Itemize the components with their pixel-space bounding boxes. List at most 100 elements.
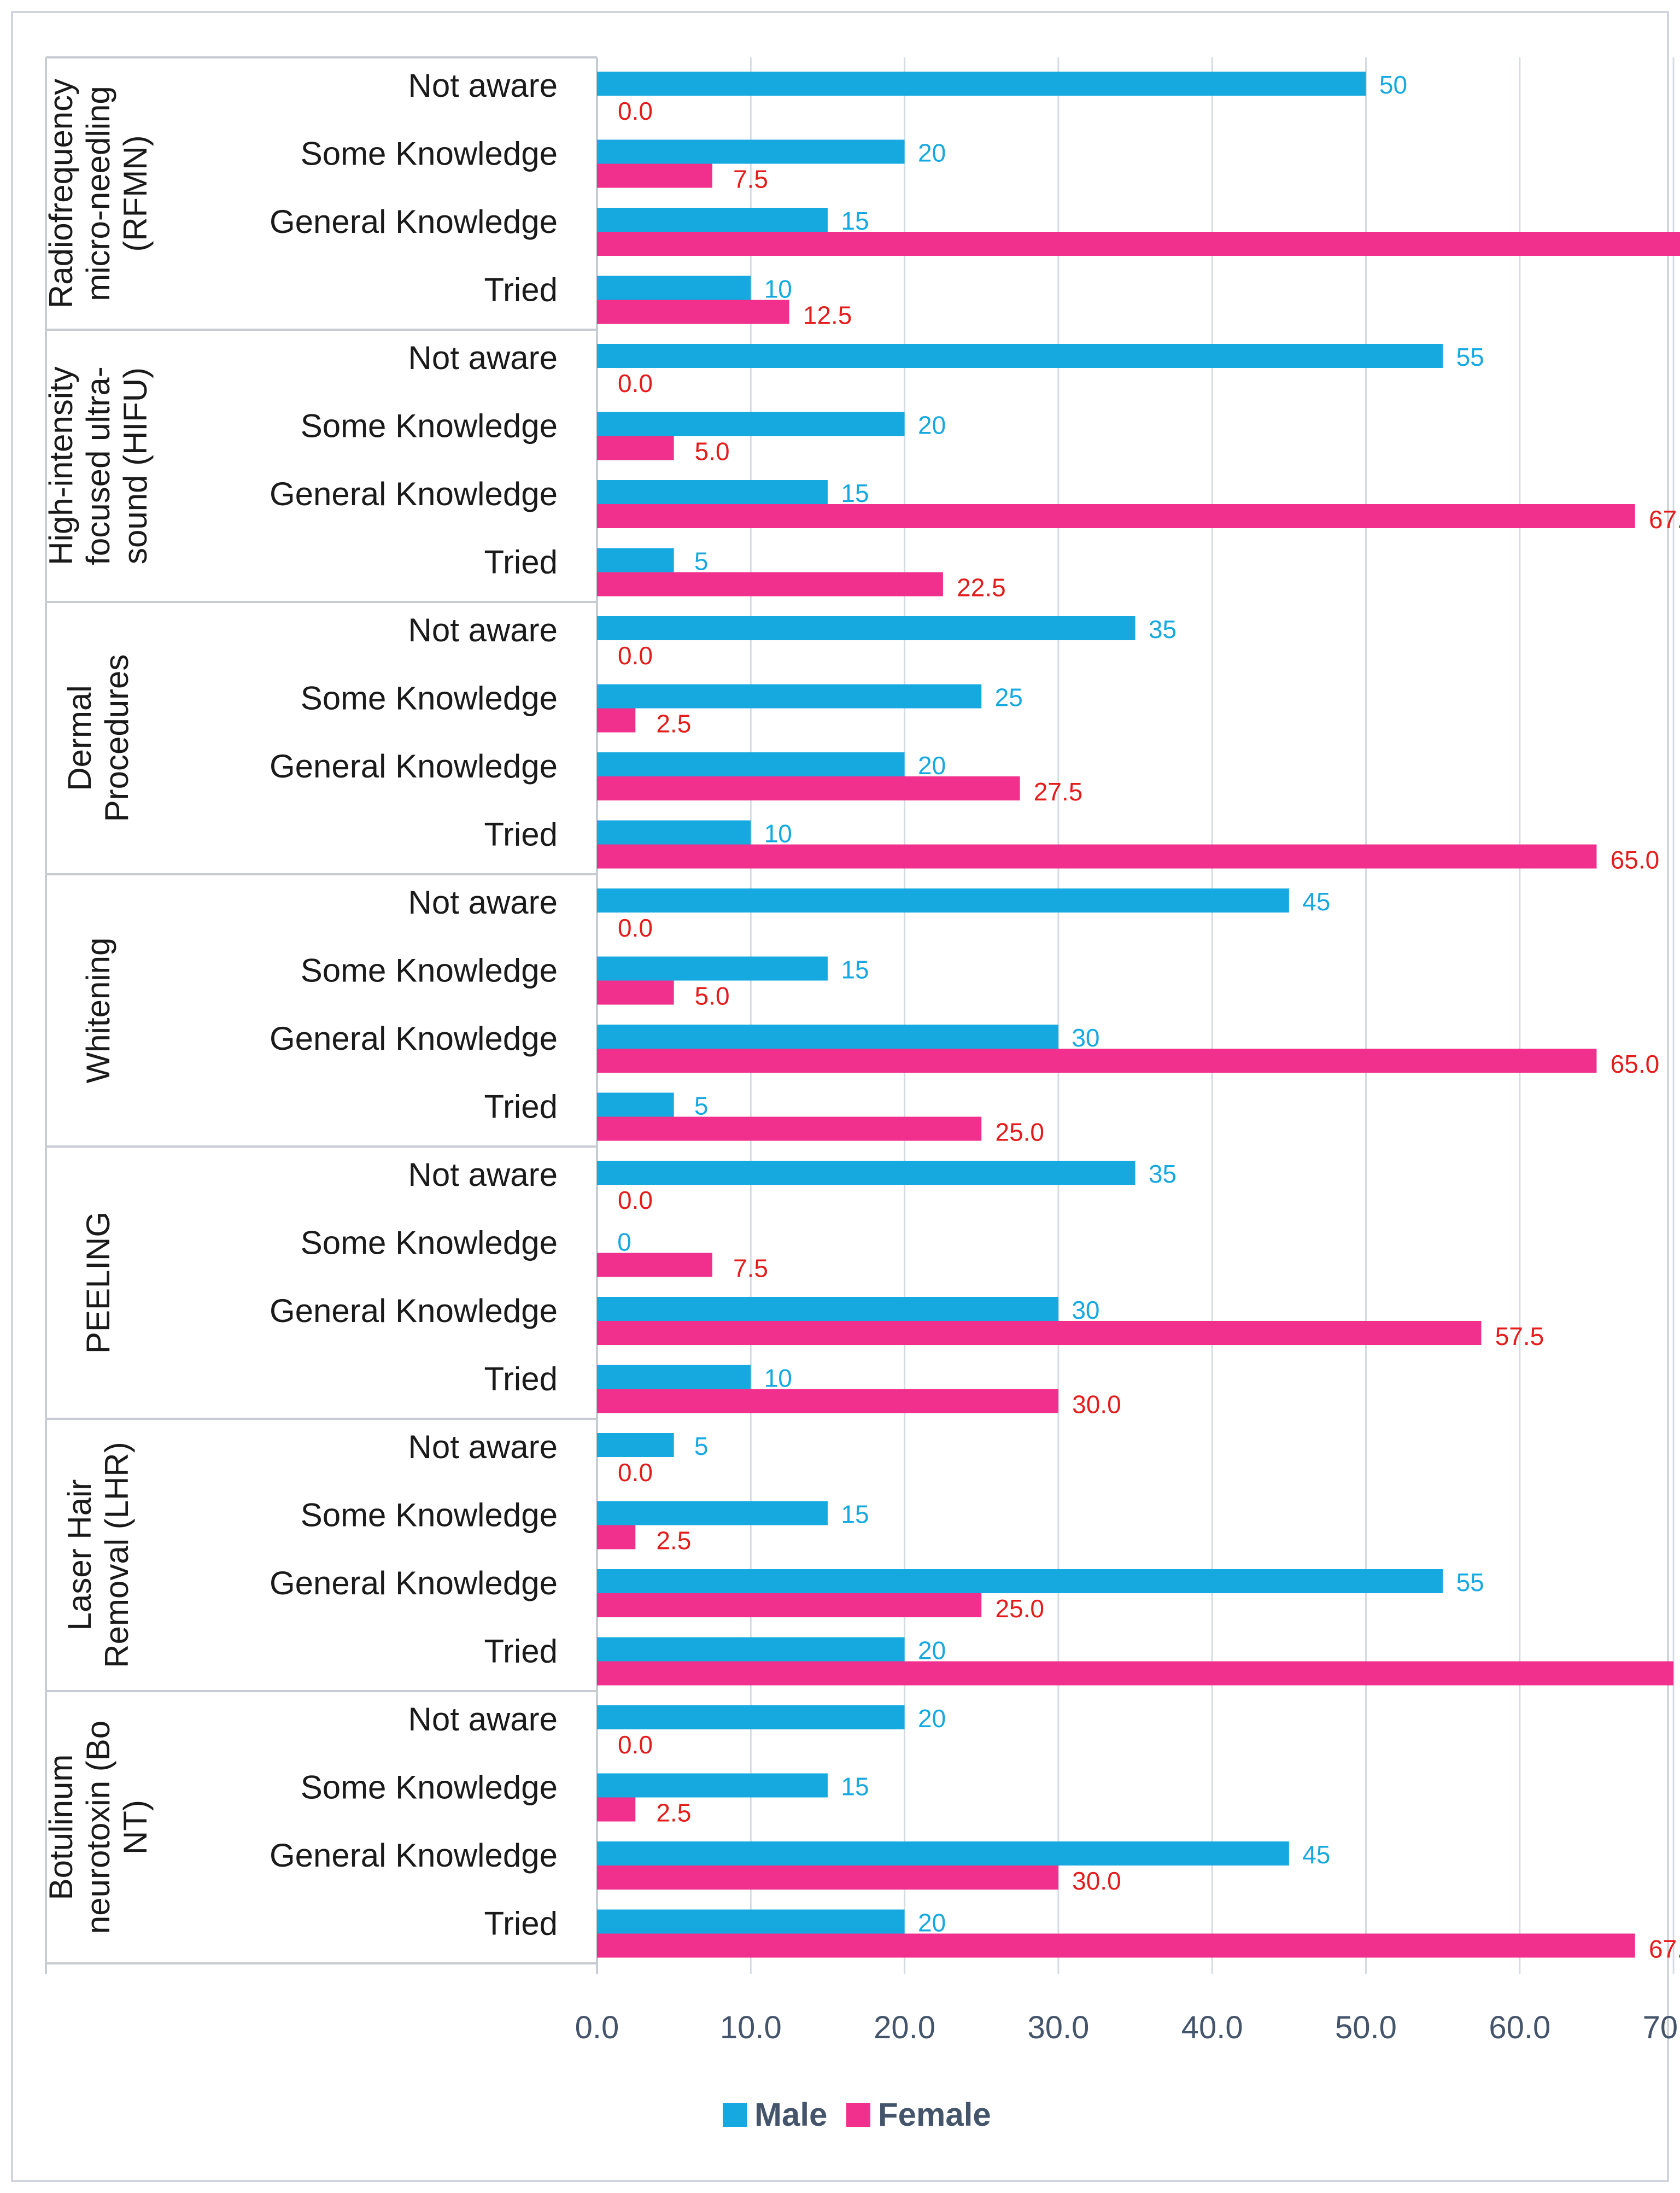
category-label: Some Knowledge bbox=[301, 1225, 558, 1261]
bar-female bbox=[597, 776, 1020, 800]
data-label-female: 0.0 bbox=[618, 1730, 653, 1759]
bar-female bbox=[597, 708, 636, 733]
data-label-female: 67.5 bbox=[1649, 505, 1680, 534]
bar-female bbox=[597, 1389, 1058, 1413]
data-label-female: 0.0 bbox=[618, 1186, 653, 1214]
category-label: Tried bbox=[484, 816, 558, 853]
data-label-female: 27.5 bbox=[1034, 777, 1083, 806]
data-label-male: 20 bbox=[918, 411, 946, 440]
category-label: General Knowledge bbox=[270, 1020, 558, 1057]
category-label: Not aware bbox=[408, 1156, 558, 1193]
bars bbox=[597, 72, 1680, 1958]
category-label: Not aware bbox=[408, 612, 558, 648]
x-tick-label: 0.0 bbox=[575, 2010, 619, 2045]
data-label-male: 15 bbox=[841, 956, 869, 984]
bar-female bbox=[597, 436, 674, 460]
x-tick-label: 70.0 bbox=[1643, 2010, 1680, 2045]
bar-male bbox=[597, 684, 982, 709]
data-label-female: 0.0 bbox=[618, 369, 653, 397]
x-tick-label: 40.0 bbox=[1181, 2010, 1243, 2045]
bar-male bbox=[597, 1161, 1135, 1185]
bar-male bbox=[597, 752, 905, 776]
bar-female bbox=[597, 1321, 1482, 1345]
group-label: Laser HairRemoval (LHR) bbox=[61, 1442, 135, 1668]
bar-male bbox=[597, 480, 828, 504]
bar-male bbox=[597, 1569, 1443, 1593]
data-label-male: 30 bbox=[1072, 1024, 1099, 1052]
labels: 0.010.020.030.040.050.060.070.080.0Radio… bbox=[43, 67, 1680, 2045]
data-label-male: 15 bbox=[841, 207, 869, 235]
data-label-male: 10 bbox=[764, 1364, 792, 1393]
data-label-male: 10 bbox=[764, 275, 792, 303]
category-label: General Knowledge bbox=[270, 1837, 558, 1874]
data-label-female: 2.5 bbox=[656, 1527, 691, 1555]
bar-female bbox=[597, 1116, 982, 1141]
category-label: Some Knowledge bbox=[301, 136, 558, 172]
category-label: Tried bbox=[484, 1633, 558, 1670]
data-label-female: 0.0 bbox=[618, 97, 653, 125]
bar-male bbox=[597, 139, 905, 164]
data-label-female: 5.0 bbox=[695, 982, 730, 1010]
category-label: General Knowledge bbox=[270, 1293, 558, 1329]
x-tick-label: 50.0 bbox=[1335, 2010, 1397, 2045]
data-label-female: 67.5 bbox=[1649, 1935, 1680, 1963]
category-label: Tried bbox=[484, 1905, 558, 1942]
legend-label-female: Female bbox=[878, 2096, 991, 2133]
bar-female bbox=[597, 1049, 1597, 1073]
data-label-female: 2.5 bbox=[656, 1799, 691, 1827]
bar-male bbox=[597, 888, 1289, 913]
category-label: Not aware bbox=[408, 67, 558, 104]
legend-swatch-female bbox=[846, 2103, 870, 2127]
bar-female bbox=[597, 1865, 1058, 1890]
bar-male bbox=[597, 344, 1443, 368]
data-label-female: 65.0 bbox=[1611, 1050, 1660, 1078]
data-label-male: 35 bbox=[1149, 1160, 1176, 1188]
bar-female bbox=[597, 1253, 712, 1277]
group-label: High-intensityfocused ultra-sound (HIFU) bbox=[43, 366, 154, 565]
group-label: DermalProcedures bbox=[61, 654, 135, 822]
bar-male bbox=[597, 72, 1366, 96]
data-label-female: 7.5 bbox=[733, 1254, 768, 1283]
category-label: Tried bbox=[484, 544, 558, 581]
data-label-male: 55 bbox=[1456, 1568, 1484, 1596]
bar-male bbox=[597, 1705, 905, 1729]
category-label: Tried bbox=[484, 1361, 558, 1397]
bar-male bbox=[597, 548, 674, 572]
bar-female bbox=[597, 1593, 982, 1617]
bar-male bbox=[597, 956, 828, 981]
category-label: General Knowledge bbox=[270, 203, 558, 240]
bar-male bbox=[597, 1092, 674, 1117]
bar-female bbox=[597, 1933, 1635, 1958]
bar-male bbox=[597, 276, 751, 300]
category-label: General Knowledge bbox=[270, 1565, 558, 1601]
data-label-male: 20 bbox=[918, 751, 946, 780]
data-label-female: 12.5 bbox=[803, 301, 852, 330]
data-label-male: 5 bbox=[694, 1092, 709, 1120]
bar-male bbox=[597, 1909, 905, 1934]
legend: Male Female bbox=[723, 2096, 991, 2133]
data-label-male: 45 bbox=[1302, 1840, 1330, 1869]
data-label-male: 45 bbox=[1302, 887, 1330, 916]
bar-male bbox=[597, 1501, 828, 1525]
data-label-male: 20 bbox=[918, 139, 946, 167]
bar-female bbox=[597, 163, 712, 188]
category-label: Not aware bbox=[408, 1701, 558, 1738]
data-label-male: 50 bbox=[1379, 71, 1407, 99]
category-label: Tried bbox=[484, 1089, 558, 1125]
data-label-female: 57.5 bbox=[1495, 1322, 1544, 1350]
legend-swatch-male bbox=[723, 2103, 747, 2127]
x-tick-label: 10.0 bbox=[720, 2010, 782, 2045]
category-label: General Knowledge bbox=[270, 748, 558, 785]
data-label-female: 25.0 bbox=[995, 1118, 1044, 1147]
data-label-male: 5 bbox=[694, 1432, 709, 1460]
group-label: Whitening bbox=[80, 938, 116, 1084]
chart-frame bbox=[11, 11, 1669, 2182]
category-label: Not aware bbox=[408, 884, 558, 921]
bar-male bbox=[597, 1637, 905, 1662]
x-tick-label: 60.0 bbox=[1489, 2010, 1550, 2045]
bar-male bbox=[597, 208, 828, 232]
data-label-male: 20 bbox=[918, 1636, 946, 1665]
data-label-male: 0 bbox=[617, 1228, 631, 1256]
data-label-female: 65.0 bbox=[1611, 846, 1660, 874]
